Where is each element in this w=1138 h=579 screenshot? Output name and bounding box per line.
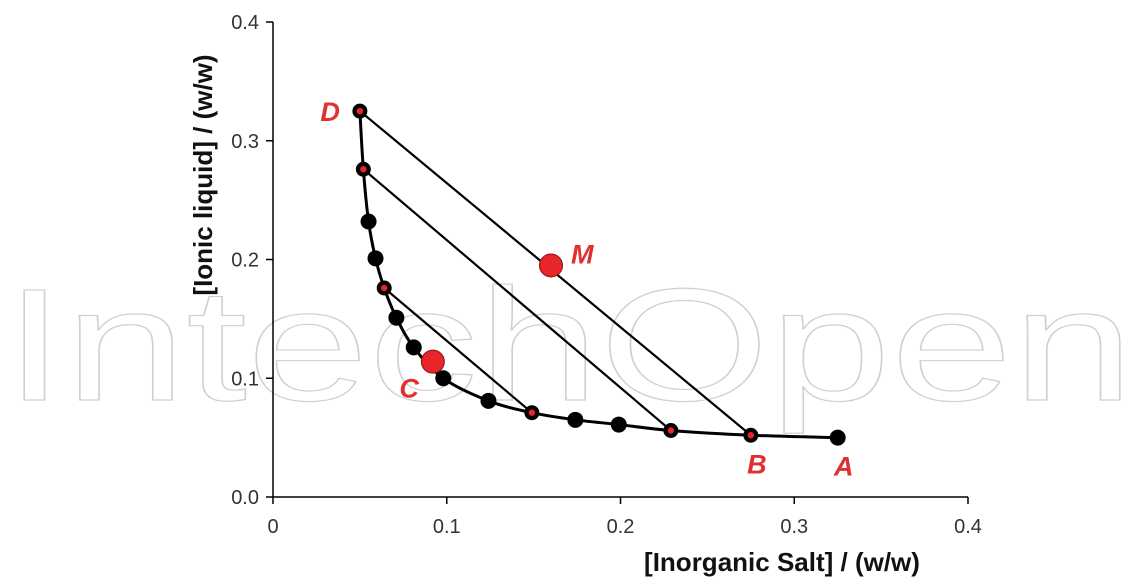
binodal-point — [610, 416, 627, 433]
y-tick-label: 0.3 — [231, 131, 259, 153]
y-tick-label: 0.1 — [231, 368, 259, 390]
y-axis-title: [Ionic liquid] / (w/w) — [188, 54, 218, 295]
point-m — [539, 253, 563, 278]
axes: 0 0.1 0.2 0.3 0.4 0.0 0.1 0.2 0.3 0.4 — [231, 12, 982, 538]
tie-line-end-center — [528, 409, 536, 416]
binodal-point — [360, 213, 377, 230]
label-a: A — [833, 452, 854, 482]
y-tick-label: 0.4 — [231, 12, 259, 34]
binodal-point — [367, 250, 384, 267]
tie-line-end-center — [747, 432, 755, 439]
x-tick-label: 0 — [267, 516, 278, 538]
binodal-point — [435, 370, 452, 387]
tie-line-end-center — [356, 107, 364, 115]
tie-line-end-center — [667, 427, 675, 434]
highlight-points — [420, 253, 563, 374]
label-c: C — [399, 374, 419, 404]
x-tick-label: 0.1 — [433, 516, 461, 538]
binodal-point — [388, 309, 405, 326]
x-axis-title: [Inorganic Salt] / (w/w) — [644, 547, 920, 577]
y-tick-label: 0.0 — [231, 487, 259, 509]
label-b: B — [747, 449, 767, 479]
binodal-point — [567, 411, 584, 428]
binodal-markers — [352, 103, 846, 446]
x-tick-label: 0.4 — [954, 516, 982, 538]
tie-line-end-center — [381, 284, 388, 292]
point-labels: D M C B A — [320, 97, 853, 482]
tie-line-end-center — [360, 166, 367, 173]
point-c — [420, 349, 445, 374]
binodal-point — [405, 339, 422, 356]
label-m: M — [571, 239, 594, 269]
tie-line — [383, 287, 533, 414]
label-d: D — [320, 97, 340, 127]
binodal-point — [829, 429, 846, 446]
tie-line — [362, 168, 672, 432]
x-tick-label: 0.3 — [780, 516, 808, 538]
x-tick-label: 0.2 — [607, 516, 635, 538]
y-tick-label: 0.2 — [231, 250, 259, 272]
binodal-point — [480, 392, 497, 409]
